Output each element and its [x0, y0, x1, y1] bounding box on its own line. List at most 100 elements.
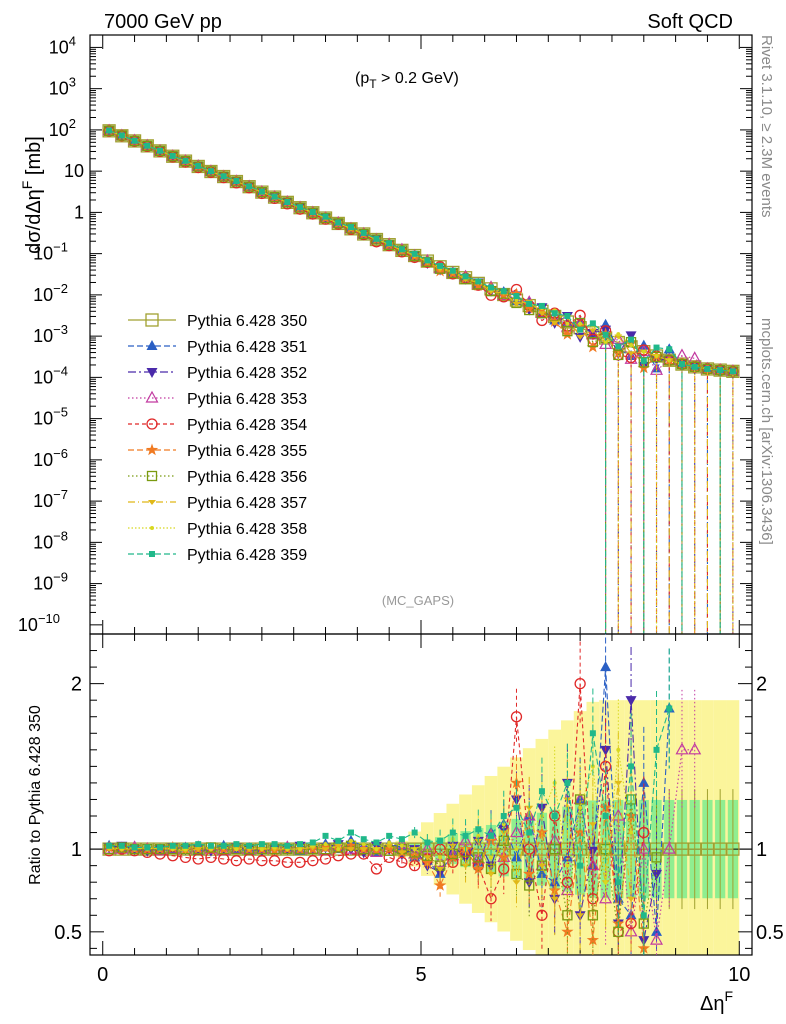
data-marker	[512, 880, 521, 886]
data-marker	[574, 826, 587, 838]
data-marker	[510, 711, 523, 723]
data-marker	[348, 838, 353, 843]
y-tick-label: 10−9	[33, 570, 68, 594]
data-marker	[576, 334, 585, 340]
data-marker	[424, 257, 431, 264]
data-marker	[589, 320, 596, 327]
data-marker	[550, 320, 559, 326]
data-marker	[180, 155, 191, 167]
data-marker	[385, 843, 394, 849]
data-marker	[268, 855, 281, 867]
data-marker	[423, 855, 432, 861]
data-marker	[614, 780, 623, 786]
y-tick-label: 10−10	[18, 611, 60, 635]
data-marker	[476, 833, 481, 838]
legend-label: Pythia 6.428 358	[187, 521, 307, 538]
data-marker	[397, 850, 406, 856]
data-marker	[144, 844, 151, 851]
ratio-y-axis-label: Ratio to Pythia 6.428 350	[27, 705, 44, 885]
data-marker	[344, 839, 358, 852]
data-marker	[688, 842, 702, 856]
y-tick-label: 10−8	[33, 528, 68, 552]
data-marker	[628, 336, 635, 343]
data-marker	[514, 847, 519, 852]
data-marker	[578, 805, 583, 810]
y-tick-label: 10−5	[33, 405, 68, 429]
legend-entry: Pythia 6.428 353	[128, 390, 307, 408]
data-marker	[284, 199, 291, 206]
data-marker	[437, 262, 444, 269]
data-marker	[106, 842, 113, 849]
data-marker	[259, 847, 264, 852]
data-marker	[667, 358, 672, 363]
data-marker	[386, 832, 393, 839]
data-marker	[578, 321, 583, 326]
data-marker	[627, 896, 636, 902]
top-frame	[89, 34, 753, 635]
data-marker	[321, 847, 330, 853]
data-marker	[150, 526, 154, 530]
data-marker	[335, 837, 342, 844]
ratio-y-tick-label: 1	[71, 839, 82, 861]
legend-entry: Pythia 6.428 351	[128, 339, 307, 356]
data-marker	[717, 367, 724, 374]
data-marker	[650, 932, 664, 945]
data-marker	[322, 832, 329, 839]
data-marker	[334, 843, 343, 849]
data-marker	[523, 867, 536, 880]
data-marker	[217, 843, 231, 856]
data-marker	[461, 863, 470, 869]
data-marker	[142, 140, 153, 152]
data-marker	[704, 365, 711, 372]
ratio-y-tick-label-right: 0.5	[756, 922, 784, 944]
legend-label: Pythia 6.428 359	[187, 547, 307, 564]
data-marker	[323, 842, 328, 847]
data-marker	[146, 368, 158, 378]
data-marker	[488, 284, 495, 291]
data-marker	[145, 313, 159, 327]
data-marker	[298, 847, 303, 852]
data-marker	[538, 302, 545, 309]
x-tick-label: 10	[728, 964, 750, 986]
data-marker	[373, 235, 380, 242]
data-marker	[537, 311, 546, 317]
data-marker	[424, 839, 431, 846]
x-axis-label: ΔηF	[700, 988, 733, 1015]
data-marker	[638, 826, 650, 839]
data-marker	[106, 127, 113, 134]
data-marker	[576, 913, 585, 919]
y-tick-label: 1	[74, 202, 84, 222]
data-marker	[193, 161, 204, 172]
header-left: 7000 GeV pp	[104, 11, 222, 33]
y-tick-label: 10	[64, 161, 84, 181]
data-marker	[616, 332, 621, 337]
ratio-y-tick-label: 0.5	[54, 922, 82, 944]
data-marker	[562, 910, 573, 921]
data-marker	[182, 157, 189, 164]
data-marker	[602, 331, 609, 338]
data-marker	[131, 844, 138, 851]
y-tick-label: 10−7	[33, 487, 68, 511]
data-marker	[487, 289, 496, 295]
data-marker	[256, 855, 268, 867]
data-marker	[524, 880, 535, 891]
data-marker	[640, 357, 647, 364]
data-marker	[205, 166, 217, 177]
data-marker	[246, 183, 253, 190]
data-marker	[526, 829, 533, 836]
data-marker	[538, 788, 545, 795]
data-marker	[297, 204, 304, 211]
legend-entry: Pythia 6.428 354	[128, 417, 307, 434]
data-marker	[271, 841, 278, 848]
legend-label: Pythia 6.428 352	[187, 365, 307, 382]
data-marker	[399, 843, 404, 848]
ratio-panel: 0 5 10 0.5 0.5 1 1 2 2	[54, 633, 784, 986]
data-marker	[411, 250, 418, 257]
data-marker	[145, 443, 159, 456]
data-marker	[550, 896, 559, 902]
data-marker	[169, 152, 176, 159]
cut-label: (pT > 0.2 GeV)	[355, 70, 459, 91]
data-marker	[589, 730, 596, 737]
data-marker	[691, 363, 698, 370]
data-marker	[336, 847, 341, 852]
